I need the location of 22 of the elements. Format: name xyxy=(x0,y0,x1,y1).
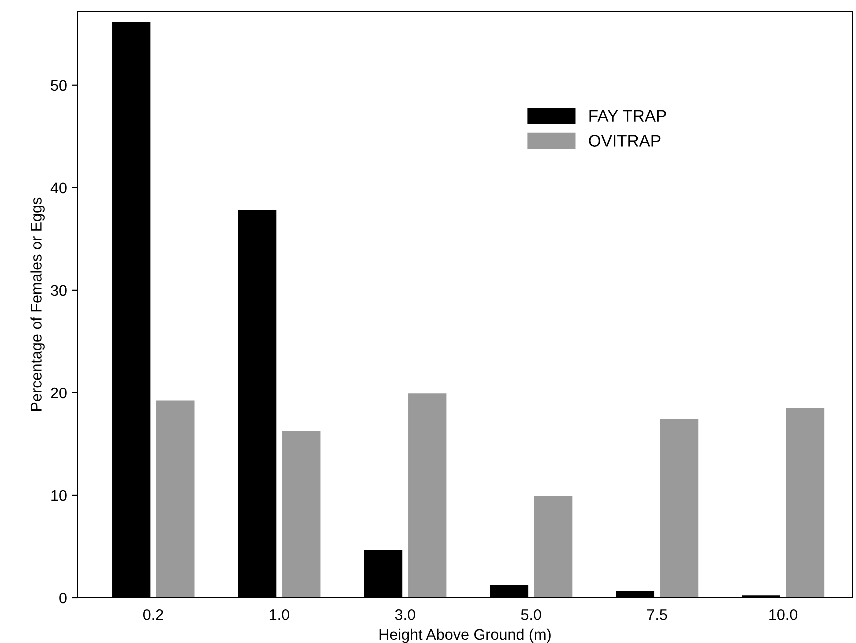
bar xyxy=(408,394,447,598)
bar xyxy=(156,400,195,598)
bar xyxy=(786,408,825,598)
bar xyxy=(534,496,573,598)
legend-label: OVITRAP xyxy=(589,135,661,147)
x-tick-label: 1.0 xyxy=(270,610,290,620)
y-tick-label: 0 xyxy=(60,592,67,604)
x-tick-label: 3.0 xyxy=(395,610,416,620)
x-axis-title: Height Above Ground (m) xyxy=(380,628,551,643)
y-tick-label: 30 xyxy=(51,285,67,296)
legend-label: FAY TRAP xyxy=(590,110,666,122)
y-tick-label: 50 xyxy=(51,80,67,92)
y-tick-label: 40 xyxy=(50,182,67,194)
x-tick-label: 5.0 xyxy=(521,610,542,620)
x-tick-label: 0.2 xyxy=(143,610,164,620)
y-tick-label: 20 xyxy=(51,388,67,399)
y-tick-label: 10 xyxy=(52,490,67,502)
y-axis-title: Percentage of Females or Eggs xyxy=(30,198,45,411)
x-tick-label: 7.5 xyxy=(647,610,668,620)
x-tick-label: 10.0 xyxy=(770,610,798,620)
bar xyxy=(282,432,321,598)
bar xyxy=(660,419,699,598)
